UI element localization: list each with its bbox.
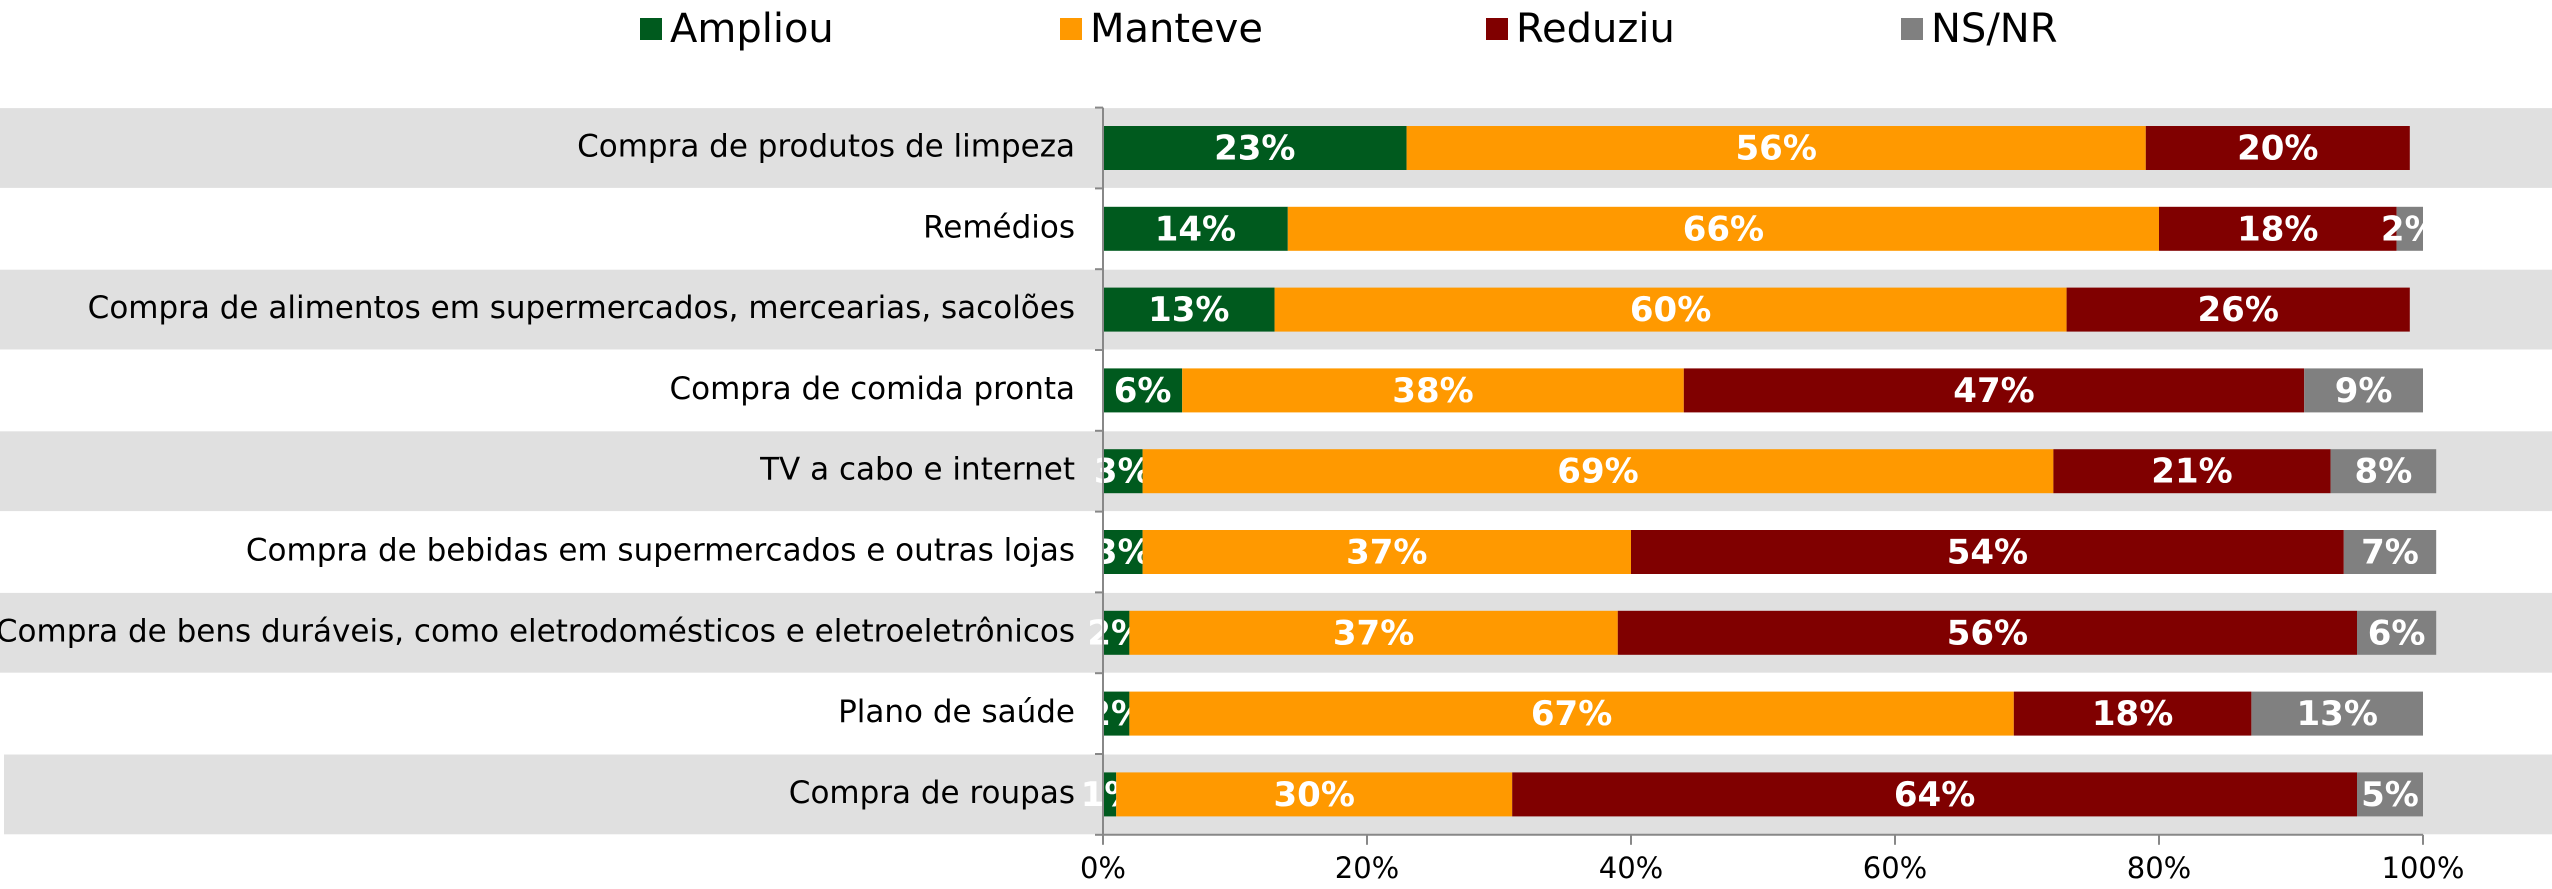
bar-segment [2343, 530, 2437, 574]
x-tick-label: 0% [1080, 851, 1126, 885]
bar-segment [2053, 449, 2331, 494]
data-label: 37% [1333, 613, 1414, 653]
category-label: Compra de comida pronta [669, 371, 1075, 407]
legend-label: NS/NR [1931, 6, 2058, 52]
bar-segment [1103, 610, 1130, 655]
legend-swatch [1060, 18, 1082, 40]
x-tick-label: 100% [2382, 851, 2465, 885]
bar-segment [1512, 772, 2357, 817]
category-label: Remédios [923, 209, 1075, 245]
bar-segment [1142, 449, 2054, 494]
bar-segment [2013, 691, 2252, 736]
bar-segment [1129, 691, 2014, 736]
x-tick-label: 80% [2127, 851, 2191, 885]
bar-segment [2330, 449, 2437, 494]
bar-segment [1274, 287, 2067, 332]
bar-segment [1103, 691, 1130, 736]
bar-segment [1103, 530, 1143, 574]
bar-segment [1103, 287, 1275, 332]
data-label: 26% [2198, 290, 2279, 330]
data-label: 67% [1531, 694, 1612, 734]
data-label: 21% [2151, 452, 2232, 492]
category-label: Compra de alimentos em supermercados, me… [88, 290, 1075, 326]
bar-segment [1103, 368, 1183, 413]
data-label: 56% [1947, 613, 2028, 653]
data-label: 69% [1557, 452, 1638, 492]
data-label: 23% [1214, 129, 1295, 169]
category-label: Compra de produtos de limpeza [577, 129, 1075, 165]
legend-swatch [1901, 18, 1923, 40]
x-tick-label: 60% [1863, 851, 1927, 885]
data-label: 54% [1947, 533, 2028, 573]
data-label: 13% [2297, 694, 2378, 734]
legend-label: Manteve [1090, 6, 1263, 52]
bar-segment [2304, 368, 2423, 413]
data-label: 66% [1683, 209, 1764, 249]
bar-segment [1103, 449, 1143, 494]
x-tick-label: 20% [1335, 851, 1399, 885]
data-label: 18% [2237, 209, 2318, 249]
legend-swatch [1486, 18, 1508, 40]
bar-segment [2145, 126, 2410, 170]
bar-segment [2159, 206, 2397, 251]
bar-segment [2396, 206, 2423, 251]
bar-segment [1103, 772, 1117, 817]
bar-segment [1129, 610, 1618, 655]
category-label: TV a cabo e internet [759, 452, 1075, 488]
bar-segment [1406, 126, 2146, 170]
bar-segment [1103, 126, 1407, 170]
data-label: 37% [1346, 533, 1427, 573]
bar-segment [2066, 287, 2410, 332]
bar-segment [1287, 206, 2159, 251]
bar-segment [2251, 691, 2423, 736]
category-label: Compra de roupas [789, 775, 1075, 811]
data-label: 64% [1894, 775, 1975, 815]
data-label: 6% [2368, 613, 2426, 653]
bar-segment [1631, 530, 2344, 574]
category-label: Compra de bens duráveis, como eletrodomé… [0, 613, 1075, 649]
legend-label: Ampliou [670, 6, 834, 52]
data-label: 14% [1155, 209, 1236, 249]
data-label: 56% [1736, 129, 1817, 169]
data-label: 47% [1953, 371, 2034, 411]
bar-segment [2357, 610, 2437, 655]
bar-segment [1103, 206, 1288, 251]
bar-segment [1617, 610, 2357, 655]
bar-segment [1683, 368, 2305, 413]
bar-segment [1142, 530, 1631, 574]
data-label: 7% [2361, 533, 2419, 573]
data-label: 38% [1392, 371, 1473, 411]
data-label: 20% [2237, 129, 2318, 169]
x-tick-label: 40% [1599, 851, 1663, 885]
bar-segment [1116, 772, 1513, 817]
data-label: 60% [1630, 290, 1711, 330]
bar-segment [1182, 368, 1684, 413]
data-label: 9% [2335, 371, 2393, 411]
data-label: 13% [1148, 290, 1229, 330]
data-label: 6% [1114, 371, 1172, 411]
bar-segment [2357, 772, 2423, 817]
legend-label: Reduziu [1516, 6, 1675, 52]
data-label: 18% [2092, 694, 2173, 734]
data-label: 2% [2381, 209, 2439, 249]
data-label: 8% [2355, 452, 2413, 492]
data-label: 5% [2361, 775, 2419, 815]
category-label: Plano de saúde [838, 694, 1075, 730]
legend-swatch [640, 18, 662, 40]
data-label: 30% [1274, 775, 1355, 815]
category-label: Compra de bebidas em supermercados e out… [246, 533, 1075, 569]
